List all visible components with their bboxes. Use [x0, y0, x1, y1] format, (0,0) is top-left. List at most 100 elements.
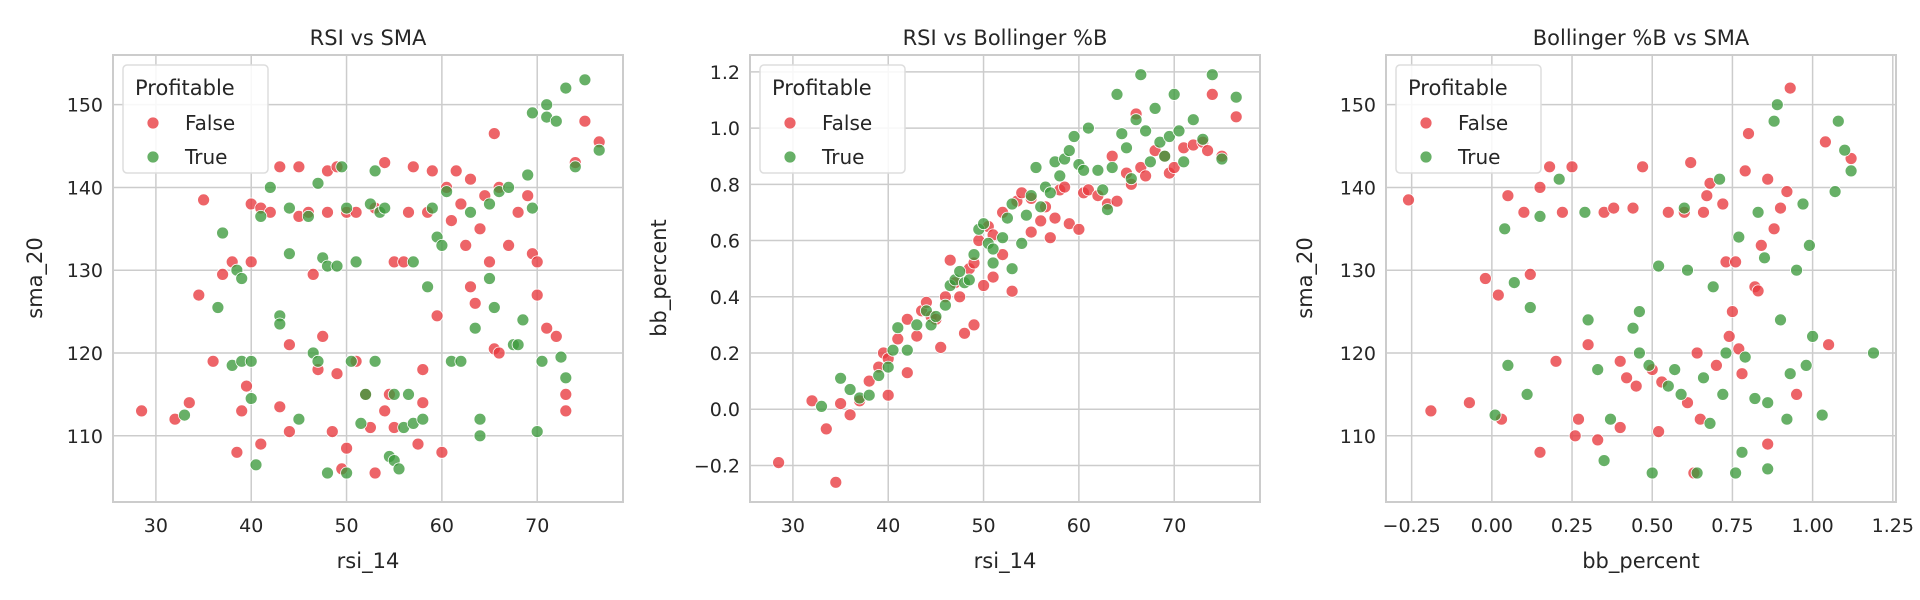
scatter-point-true: [1186, 113, 1200, 127]
scatter-point-true: [1062, 144, 1076, 158]
scatter-point-true: [1732, 230, 1746, 244]
x-tick-label-1: 70: [525, 515, 549, 537]
scatter-point-true: [1005, 197, 1019, 211]
scatter-point-true: [273, 317, 287, 331]
y-tick-label-3: 150: [1340, 95, 1376, 117]
scatter-point-false: [1568, 429, 1582, 443]
legend-marker-false: [146, 116, 160, 130]
scatter-point-false: [483, 255, 496, 269]
scatter-point-false: [1697, 205, 1710, 219]
scatter-point-false: [1722, 329, 1736, 343]
scatter-point-false: [473, 222, 487, 236]
scatter-point-false: [254, 437, 268, 451]
scatter-point-true: [1172, 124, 1186, 138]
x-tick-label-2: 60: [1067, 515, 1091, 537]
scatter-point-false: [1661, 205, 1675, 219]
scatter-point-false: [1613, 354, 1627, 368]
x-tick-label-3: 1.25: [1872, 515, 1914, 537]
scatter-point-true: [1690, 466, 1704, 480]
scatter-point-true: [340, 466, 354, 480]
scatter-point-false: [967, 318, 981, 332]
y-axis-label-2: bb_percent: [647, 219, 672, 337]
scatter-point-true: [1581, 313, 1595, 327]
scatter-point-true: [1129, 113, 1143, 127]
y-axis-label-1: sma_20: [23, 237, 48, 319]
scatter-point-false: [1034, 214, 1048, 228]
scatter-point-false: [996, 248, 1009, 262]
scatter-point-true: [1124, 172, 1138, 186]
scatter-point-true: [335, 160, 349, 174]
scatter-point-true: [1005, 262, 1019, 276]
scatter-point-true: [468, 321, 482, 335]
scatter-point-false: [1690, 346, 1704, 360]
scatter-point-false: [1139, 169, 1152, 183]
scatter-point-true: [368, 354, 382, 368]
scatter-point-false: [891, 332, 905, 346]
scatter-point-true: [834, 371, 847, 385]
scatter-point-true: [421, 280, 435, 294]
scatter-point-false: [900, 312, 914, 326]
scatter-point-false: [1523, 267, 1537, 281]
scatter-point-false: [1783, 81, 1797, 95]
scatter-point-false: [135, 404, 149, 418]
scatter-point-true: [354, 416, 368, 430]
y-tick-label-1: 140: [67, 177, 103, 199]
scatter-point-true: [910, 318, 924, 332]
y-tick-label-1: 120: [67, 343, 103, 365]
scatter-point-true: [282, 247, 296, 261]
legend-3: Profitable False True: [1395, 64, 1542, 174]
scatter-point-true: [1751, 205, 1765, 219]
scatter-point-false: [953, 290, 967, 304]
scatter-point-false: [1700, 189, 1714, 203]
scatter-point-false: [402, 205, 415, 219]
scatter-point-true: [340, 201, 354, 215]
scatter-point-true: [920, 304, 933, 318]
scatter-point-false: [340, 441, 354, 455]
scatter-point-true: [1020, 208, 1033, 222]
scatter-point-false: [502, 238, 516, 252]
scatter-point-false: [1005, 284, 1019, 298]
scatter-point-true: [1645, 466, 1659, 480]
scatter-point-true: [521, 168, 535, 182]
scatter-point-true: [1867, 346, 1880, 360]
legend-title-2: Profitable: [772, 76, 872, 100]
scatter-point-true: [349, 255, 363, 269]
scatter-point-true: [263, 180, 277, 194]
scatter-point-true: [1838, 143, 1852, 157]
scatter-point-false: [1613, 421, 1627, 434]
chart-title-2: RSI vs Bollinger %B: [903, 26, 1108, 50]
scatter-point-false: [1626, 201, 1640, 215]
scatter-point-true: [1642, 358, 1656, 372]
scatter-point-false: [521, 189, 535, 203]
scatter-point-false: [487, 127, 501, 141]
scatter-point-true: [1523, 301, 1537, 314]
scatter-point-true: [592, 143, 606, 157]
scatter-point-false: [1533, 445, 1547, 459]
scatter-point-true: [1077, 163, 1090, 177]
scatter-point-true: [1139, 124, 1152, 138]
scatter-point-true: [473, 429, 487, 443]
scatter-point-false: [416, 363, 430, 377]
scatter-point-true: [1735, 445, 1749, 459]
scatter-point-true: [1163, 130, 1176, 143]
scatter-point-true: [1681, 263, 1694, 277]
scatter-point-false: [378, 156, 392, 170]
x-tick-label-3: 1.00: [1791, 515, 1833, 537]
scatter-point-true: [953, 265, 967, 278]
scatter-point-false: [1501, 189, 1515, 203]
scatter-point-true: [1591, 363, 1605, 377]
scatter-point-true: [881, 360, 895, 374]
scatter-point-true: [996, 231, 1009, 245]
scatter-point-false: [900, 366, 914, 380]
scatter-point-false: [834, 397, 847, 411]
scatter-point-true: [1120, 141, 1133, 155]
scatter-point-true: [900, 343, 914, 357]
scatter-point-true: [454, 354, 468, 368]
scatter-point-true: [402, 387, 415, 401]
scatter-point-true: [526, 201, 539, 215]
scatter-point-true: [1144, 155, 1157, 169]
scatter-point-true: [1633, 305, 1646, 319]
scatter-point-true: [1507, 276, 1521, 290]
x-tick-label-2: 50: [971, 515, 995, 537]
x-tick-label-1: 50: [334, 515, 358, 537]
